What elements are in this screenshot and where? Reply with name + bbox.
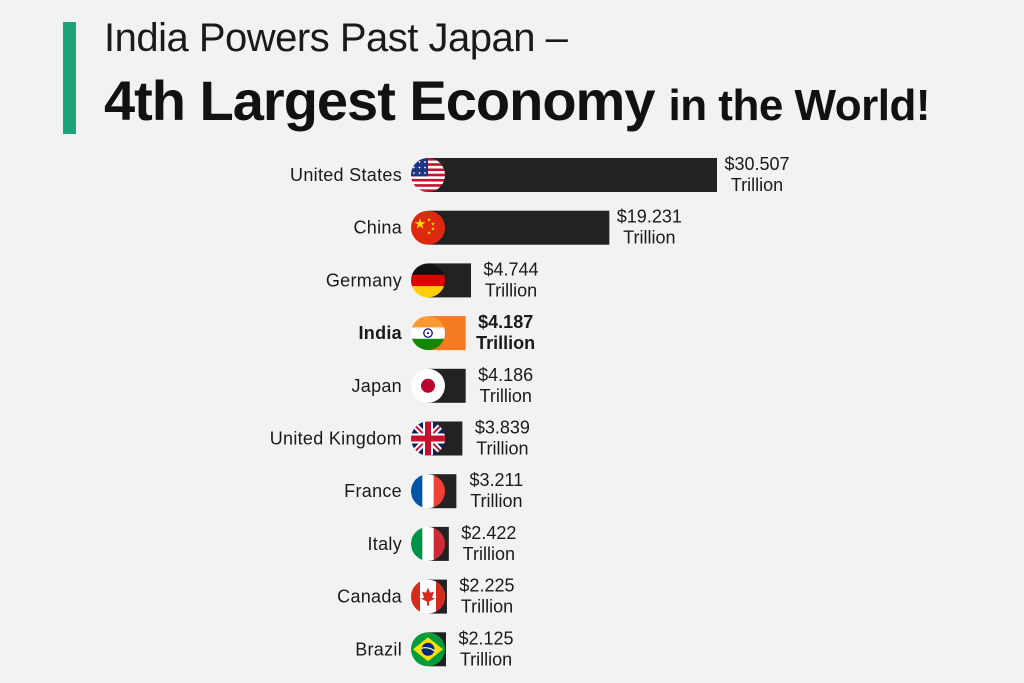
value-unit-label: Trillion [485, 280, 537, 300]
value-unit-label: Trillion [476, 333, 535, 353]
italy-flag-icon [411, 526, 445, 561]
china-flag-icon: ★ ★★★★ [411, 210, 445, 245]
value-unit-label: Trillion [731, 175, 783, 195]
india-flag-icon [411, 316, 445, 351]
country-label: Canada [337, 587, 403, 607]
country-label: France [344, 481, 402, 501]
value-label: $4.186 [478, 365, 533, 385]
value-label: $4.187 [478, 312, 533, 332]
bar-united-states [428, 158, 717, 192]
svg-text:★: ★ [427, 231, 432, 237]
value-label: $3.839 [475, 418, 530, 438]
value-unit-label: Trillion [476, 439, 528, 459]
svg-text:★: ★ [431, 227, 436, 233]
value-unit-label: Trillion [463, 544, 515, 564]
country-label: Japan [351, 376, 402, 396]
value-label: $4.744 [483, 259, 538, 279]
title-line-1: India Powers Past Japan – [104, 16, 568, 60]
country-label: India [358, 323, 402, 343]
value-label: $2.125 [458, 628, 513, 648]
value-label: $2.422 [461, 523, 516, 543]
value-unit-label: Trillion [623, 228, 675, 248]
accent-bar [63, 22, 76, 134]
country-label: Italy [367, 534, 402, 554]
svg-text:★: ★ [431, 222, 436, 228]
svg-text:★: ★ [414, 217, 427, 233]
country-label: China [353, 218, 402, 238]
value-label: $3.211 [470, 470, 524, 490]
country-label: United Kingdom [270, 429, 402, 449]
country-label: Germany [326, 270, 402, 290]
country-label: Brazil [355, 639, 402, 659]
value-unit-label: Trillion [480, 386, 532, 406]
title-main: 4th Largest Economy [104, 69, 655, 132]
value-label: $19.231 [617, 207, 682, 227]
value-label: $30.507 [724, 154, 789, 174]
svg-text:★: ★ [427, 218, 432, 224]
france-flag-icon [411, 474, 445, 509]
uk-flag-icon [411, 421, 445, 456]
value-label: $2.225 [459, 576, 514, 596]
value-unit-label: Trillion [470, 491, 522, 511]
title-line-2: 4th Largest Economy in the World! [104, 68, 931, 133]
japan-flag-icon [411, 368, 445, 403]
bar-china [428, 210, 610, 245]
us-flag-icon [411, 158, 445, 192]
value-unit-label: Trillion [460, 649, 512, 669]
country-label: United States [290, 165, 402, 185]
title-suffix: in the World! [668, 81, 931, 130]
canada-flag-icon [411, 579, 445, 614]
germany-flag-icon [411, 263, 445, 298]
brazil-flag-icon [411, 632, 445, 667]
value-unit-label: Trillion [461, 597, 513, 617]
